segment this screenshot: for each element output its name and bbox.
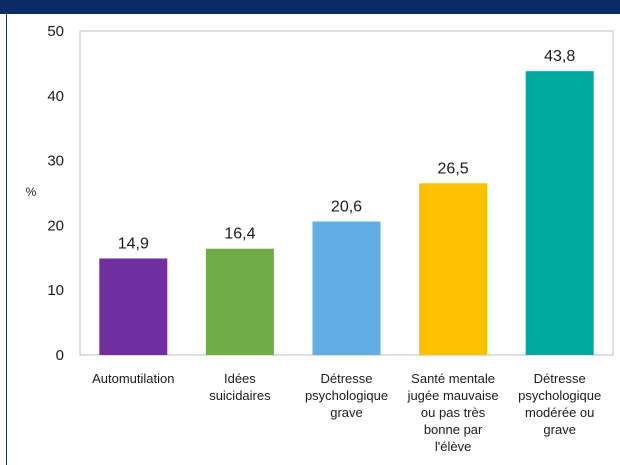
value-label: 20,6 bbox=[331, 199, 362, 216]
y-tick-label: 50 bbox=[47, 23, 64, 40]
bar bbox=[312, 221, 381, 355]
category-label-line: Détresse bbox=[320, 371, 372, 386]
category-label-line: Automutilation bbox=[92, 371, 174, 386]
bar bbox=[205, 248, 274, 355]
category-label: Détresse psychologique modérée ou grave bbox=[518, 371, 601, 437]
category-label-line: Santé mentale bbox=[411, 371, 495, 386]
y-tick-label: 40 bbox=[47, 88, 64, 105]
header-bar bbox=[0, 0, 620, 14]
category-label-line: Détresse bbox=[534, 371, 586, 386]
value-label: 26,5 bbox=[438, 160, 469, 177]
category-label: Automutilation bbox=[92, 371, 174, 386]
category-label-line: suicidaires bbox=[209, 388, 271, 403]
y-axis-label: % bbox=[26, 185, 37, 199]
bar bbox=[525, 71, 594, 356]
category-label-line: psychologique bbox=[518, 388, 601, 403]
category-label-line: bonne par bbox=[424, 422, 483, 437]
category-label-line: grave bbox=[330, 405, 363, 420]
category-label: Santé mentale jugée mauvaise ou pas très bo… bbox=[407, 371, 499, 454]
category-label: Détresse psychologique grave bbox=[305, 371, 388, 420]
y-tick-label: 30 bbox=[47, 153, 64, 170]
bar bbox=[99, 258, 168, 355]
y-axis-ticks: 0 10 20 30 40 50 bbox=[47, 23, 64, 364]
category-label: Idées suicidaires bbox=[209, 371, 271, 403]
category-label-line: ou pas très bbox=[421, 405, 486, 420]
category-label-line: jugée mauvaise bbox=[407, 388, 499, 403]
category-label-line: psychologique bbox=[305, 388, 388, 403]
bar bbox=[419, 183, 488, 355]
category-labels-group: Automutilation Idées suicidaires Détresse ps… bbox=[92, 371, 601, 454]
y-tick-label: 20 bbox=[47, 217, 64, 234]
value-label: 16,4 bbox=[224, 226, 255, 243]
value-labels-group: 14,9 16,4 20,6 26,5 43,8 bbox=[118, 48, 576, 252]
value-label: 43,8 bbox=[544, 48, 575, 65]
category-label-line: Idées bbox=[224, 371, 256, 386]
category-label-line: modérée ou bbox=[525, 405, 594, 420]
bars-group bbox=[99, 71, 594, 356]
y-tick-label: 0 bbox=[56, 347, 64, 364]
left-border-line bbox=[6, 14, 7, 465]
category-label-line: l'élève bbox=[435, 439, 471, 454]
y-tick-label: 10 bbox=[47, 282, 64, 299]
category-label-line: grave bbox=[543, 422, 576, 437]
value-label: 14,9 bbox=[118, 235, 149, 252]
